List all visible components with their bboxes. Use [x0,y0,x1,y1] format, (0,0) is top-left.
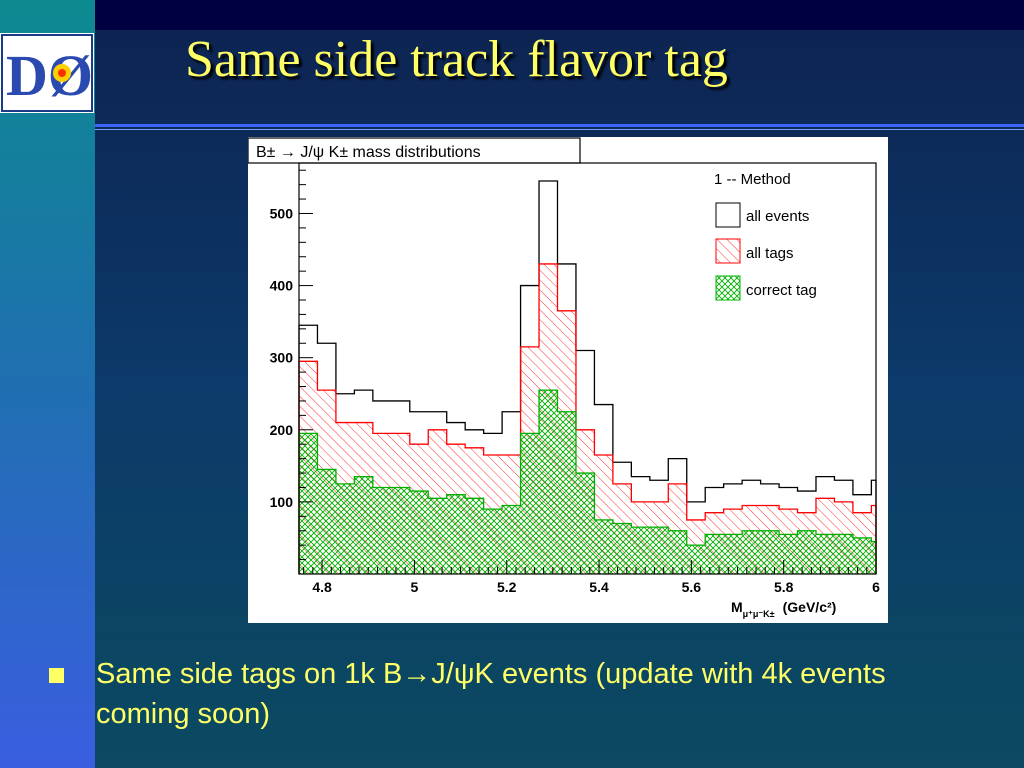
bar-correct-tag [354,476,373,574]
bar-correct-tag [852,537,872,574]
bar-correct-tag [520,433,540,574]
chart-title: B± → J/ψ K± mass distributions [256,144,481,161]
d0-logo: DØ [0,33,94,113]
bar-correct-tag [335,483,355,574]
series-correct-tag [298,389,877,574]
x-tick-label: 5.2 [497,579,517,595]
legend-swatch-all-events [715,202,741,228]
outline-all-events [298,180,877,574]
bullet-text-part3: K events (update with 4k events coming s… [96,658,886,730]
plot-frame [298,162,877,575]
legend-header: 1 -- Method [714,171,791,188]
bar-correct-tag [317,469,336,574]
bar-correct-tag [502,505,521,574]
bar-correct-tag [557,411,576,574]
bar-correct-tag [797,530,816,574]
bar-correct-tag [815,534,835,574]
x-tick-label: 5 [411,579,419,595]
bar-correct-tag [465,498,484,574]
bar-correct-tag [871,541,876,574]
legend-label-all-tags: all tags [746,245,794,262]
outline-all-tags [298,263,877,574]
bar-correct-tag [428,498,447,574]
bar-correct-tag [483,509,503,574]
bar-correct-tag [723,534,743,574]
legend-swatch-all-tags [715,238,741,264]
left-sidebar-band [0,0,95,768]
logo-lettering: DØ [6,43,93,108]
bullet-square [49,668,64,683]
bar-correct-tag [649,527,669,574]
bar-correct-tag [372,487,392,574]
x-tick-label: 6 [872,579,880,595]
bar-correct-tag [705,534,724,574]
page-title: Same side track flavor tag [185,31,728,88]
bar-correct-tag [391,487,410,574]
bar-correct-tag [834,534,853,574]
y-tick-label: 500 [270,205,294,221]
y-tick-label: 100 [270,494,294,510]
y-tick-label: 300 [270,350,294,366]
histogram-svg: B± → J/ψ K± mass distributions 1 -- Meth… [247,137,880,619]
x-tick-label: 4.8 [312,579,332,595]
legend-label-correct-tag: correct tag [746,282,817,299]
bar-correct-tag [446,494,466,574]
bar-correct-tag [686,545,706,574]
y-tick-label: 200 [270,422,294,438]
title-divider-thin [95,129,1024,130]
bar-correct-tag [539,390,558,574]
x-axis-label-main: M [731,599,743,615]
bar-correct-tag [575,473,595,574]
x-tick-label: 5.8 [774,579,794,595]
bar-correct-tag [594,519,613,574]
psi-glyph: ψ [453,658,475,690]
title-divider [95,124,1024,127]
y-tick-label: 400 [270,278,294,294]
bullet-text-part2: J/ [431,658,454,690]
chart-title-box [247,137,581,164]
bullet-text: Same side tags on 1k B→J/ψK events (upda… [96,654,956,734]
chart-legend: 1 -- Method all events all tags correct … [714,171,817,301]
bar-correct-tag [760,530,780,574]
bar-correct-tag [742,530,761,574]
bar-correct-tag [299,433,318,574]
bar-correct-tag [631,527,650,574]
outline-correct-tag [298,389,877,574]
bar-correct-tag [612,523,632,574]
x-tick-label: 5.6 [682,579,702,595]
bullet-text-part1: Same side tags on 1k B [96,658,403,690]
bar-correct-tag [668,530,687,574]
x-axis-label-unit: (GeV/c²) [783,599,837,615]
x-axis-label-sub: μ⁺μ⁻K± [743,609,775,619]
histogram-chart: B± → J/ψ K± mass distributions 1 -- Meth… [247,137,888,623]
x-tick-label: 5.4 [589,579,609,595]
bar-all-tags [871,505,876,574]
bar-correct-tag [409,491,429,574]
legend-label-all-events: all events [746,208,809,225]
arrow-glyph: → [402,658,432,690]
bar-correct-tag [779,534,798,574]
legend-swatch-correct-tag [715,275,741,301]
x-axis-label: Mμ⁺μ⁻K± (GeV/c²) [731,599,836,619]
